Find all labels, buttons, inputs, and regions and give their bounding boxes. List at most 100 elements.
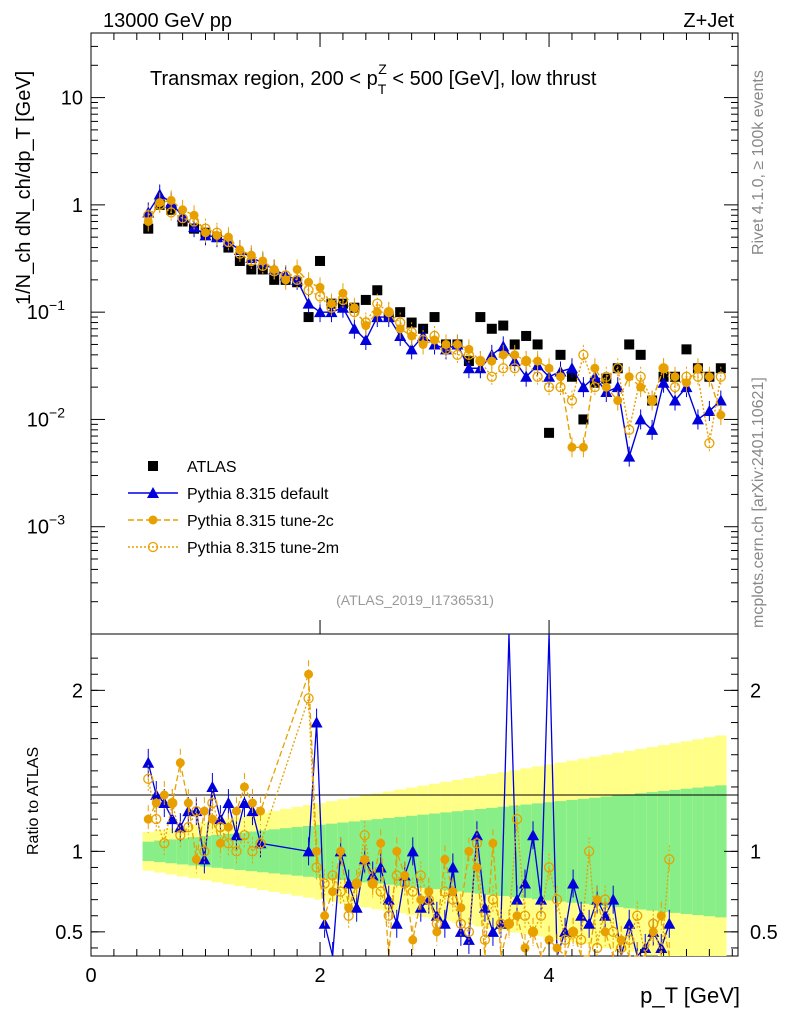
- ratio-band-green: [680, 788, 693, 914]
- ratio-point: [159, 838, 170, 849]
- ratio-point: [527, 926, 539, 937]
- data-point: [510, 350, 520, 360]
- data-point: [234, 248, 246, 259]
- data-point: [624, 424, 635, 435]
- ratio-point: [320, 911, 330, 921]
- ratio-point: [663, 917, 676, 929]
- data-point: [257, 260, 268, 272]
- ratio-y-axis-label: Ratio to ATLAS: [25, 747, 42, 855]
- data-point: [646, 423, 659, 435]
- data-point: [223, 236, 234, 248]
- data-point: [383, 307, 394, 318]
- data-point: [658, 363, 669, 374]
- data-point: [405, 343, 418, 355]
- data-point: [440, 344, 452, 355]
- ratio-point: [328, 887, 338, 897]
- ratio-point: [302, 845, 315, 857]
- data-point: [556, 372, 566, 382]
- ratio-point: [390, 917, 403, 929]
- side-label-mcplots: mcplots.cern.ch [arXiv:2401.10621]: [750, 377, 767, 628]
- ratio-tick-label: 0.5: [55, 922, 83, 944]
- ratio-band-green: [646, 792, 658, 911]
- ratio-tick-label: 1: [72, 841, 83, 863]
- ratio-point: [512, 911, 522, 921]
- data-point: [704, 438, 715, 449]
- ratio-point: [416, 895, 426, 905]
- data-point: [486, 323, 497, 334]
- ratio-band-green: [222, 833, 235, 869]
- y-tick-label: 10−1: [27, 297, 65, 324]
- ratio-point: [552, 943, 562, 953]
- ratio-point: [360, 854, 370, 864]
- data-point: [670, 372, 680, 382]
- ratio-point: [423, 894, 434, 905]
- data-point: [532, 339, 543, 350]
- ratio-point: [519, 877, 532, 889]
- ratio-band-green: [703, 786, 716, 917]
- ratio-band-green: [234, 832, 246, 871]
- ratio-point: [191, 854, 201, 864]
- ratio-point: [303, 693, 314, 704]
- data-point: [177, 213, 188, 224]
- ratio-point: [335, 886, 346, 897]
- data-point: [498, 320, 509, 331]
- header-right: Z+Jet: [683, 10, 734, 32]
- data-point: [326, 302, 337, 313]
- ratio-point: [310, 716, 323, 728]
- data-point: [303, 285, 314, 296]
- ratio-point: [463, 926, 475, 937]
- ratio-point: [230, 829, 243, 841]
- data-point: [429, 312, 440, 323]
- ratio-point: [327, 870, 338, 881]
- ratio-point: [607, 893, 620, 905]
- data-point: [613, 396, 623, 406]
- data-point: [269, 266, 280, 277]
- ratio-point: [623, 917, 636, 929]
- ratio-point: [648, 918, 659, 929]
- ratio-point: [511, 814, 523, 825]
- ratio-point: [527, 829, 540, 841]
- ratio-point: [342, 877, 355, 889]
- ratio-point: [440, 854, 450, 864]
- ratio-band-green: [634, 793, 647, 910]
- title-tail: < 500 [GeV], low thrust: [387, 68, 597, 90]
- ratio-band-green: [383, 818, 395, 885]
- ratio-band-green: [325, 823, 338, 880]
- ratio-point: [624, 934, 635, 946]
- header-left: 13000 GeV pp: [103, 10, 232, 32]
- legend-marker: [148, 515, 158, 525]
- data-point: [555, 381, 566, 393]
- ratio-point: [207, 797, 218, 809]
- data-point: [143, 210, 154, 221]
- ratio-point: [376, 838, 386, 848]
- ratio-band-green: [279, 828, 292, 875]
- ratio-band-green: [268, 829, 280, 874]
- ratio-point: [544, 935, 554, 945]
- ratio-point: [231, 806, 241, 816]
- ratio-point: [559, 934, 571, 946]
- data-point: [452, 349, 463, 360]
- ratio-point: [167, 797, 178, 809]
- ratio-point: [175, 758, 185, 768]
- ratio-point: [551, 894, 563, 905]
- ratio-point: [455, 918, 467, 929]
- data-point: [565, 362, 578, 374]
- legend-label: Pythia 8.315 tune-2c: [187, 513, 334, 530]
- ratio-tick-label: 2: [72, 680, 83, 702]
- ratio-point: [175, 830, 186, 841]
- data-point: [716, 410, 726, 420]
- data-point: [372, 285, 383, 296]
- ratio-band-green: [692, 787, 704, 916]
- legend-label: ATLAS: [187, 459, 237, 476]
- ratio-point: [479, 934, 491, 946]
- ratio-point: [438, 917, 451, 929]
- data-point: [463, 349, 475, 360]
- series-line-3: [147, 203, 722, 444]
- ratio-band-green: [257, 830, 269, 873]
- data-point: [498, 363, 509, 374]
- x-tick-label: 2: [314, 965, 325, 987]
- data-point: [657, 376, 670, 388]
- ratio-point: [239, 782, 249, 792]
- data-point: [715, 371, 726, 382]
